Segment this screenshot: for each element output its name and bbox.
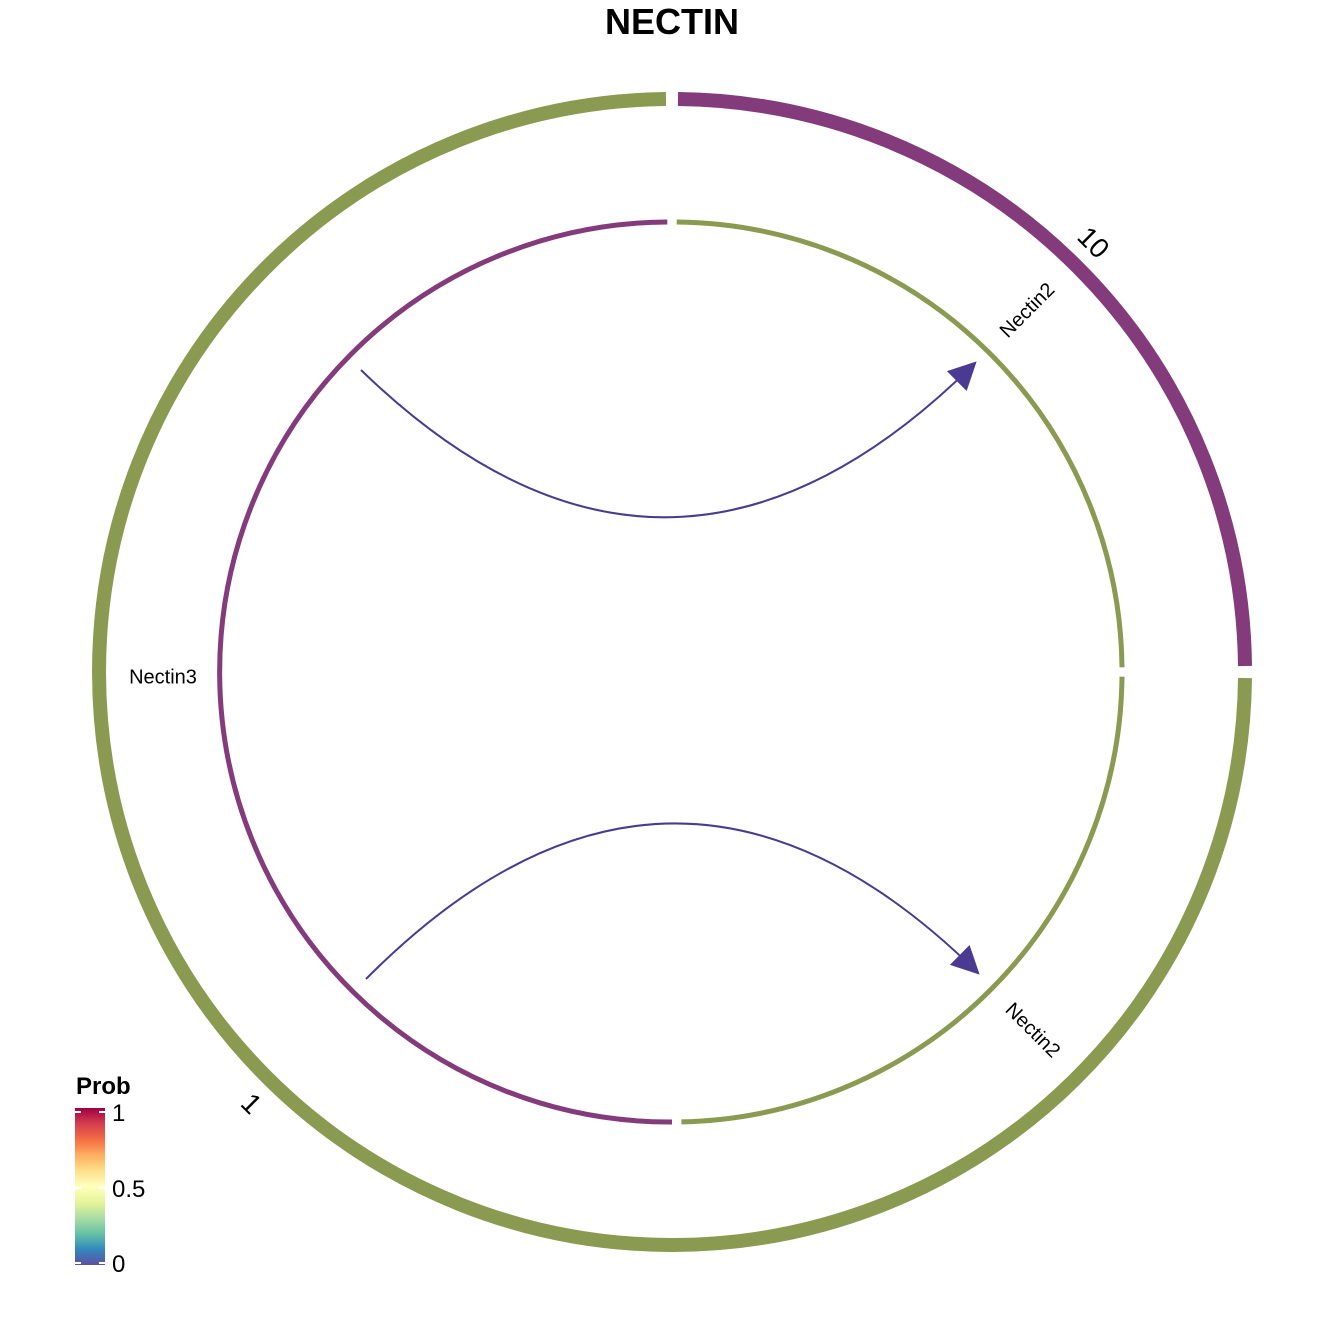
legend-tick-label-0: 0 <box>112 1251 125 1278</box>
link-nectin3-to-nectin2-group-1 <box>365 822 980 980</box>
legend-tick-label-1: 1 <box>112 1100 125 1127</box>
segment-label-nectin2-bottom: Nectin2 <box>1001 999 1065 1063</box>
link-nectin3-to-nectin2-group-10 <box>360 361 977 519</box>
outer-arc-group-1 <box>92 92 1252 1252</box>
outer-group-ring <box>92 92 1252 1252</box>
outer-arc-group-10 <box>677 92 1252 667</box>
inner-segment-ring <box>217 219 1125 1125</box>
legend-tick-marks <box>75 1111 105 1264</box>
chart-title: NECTIN <box>605 1 739 42</box>
group-label-1: 1 <box>235 1087 268 1120</box>
legend-title: Prob <box>76 1073 131 1100</box>
inner-arc-nectin2-top <box>676 219 1125 668</box>
inner-arc-nectin3 <box>217 219 673 1125</box>
segment-label-nectin3: Nectin3 <box>129 666 197 688</box>
inner-arc-nectin2-bottom <box>681 676 1125 1125</box>
legend-colorbar <box>75 1108 105 1265</box>
links <box>360 361 980 980</box>
legend: Prob 1 0.5 0 <box>75 1073 145 1278</box>
segment-label-nectin2-top: Nectin2 <box>996 279 1060 343</box>
legend-tick-label-0.5: 0.5 <box>112 1176 145 1203</box>
